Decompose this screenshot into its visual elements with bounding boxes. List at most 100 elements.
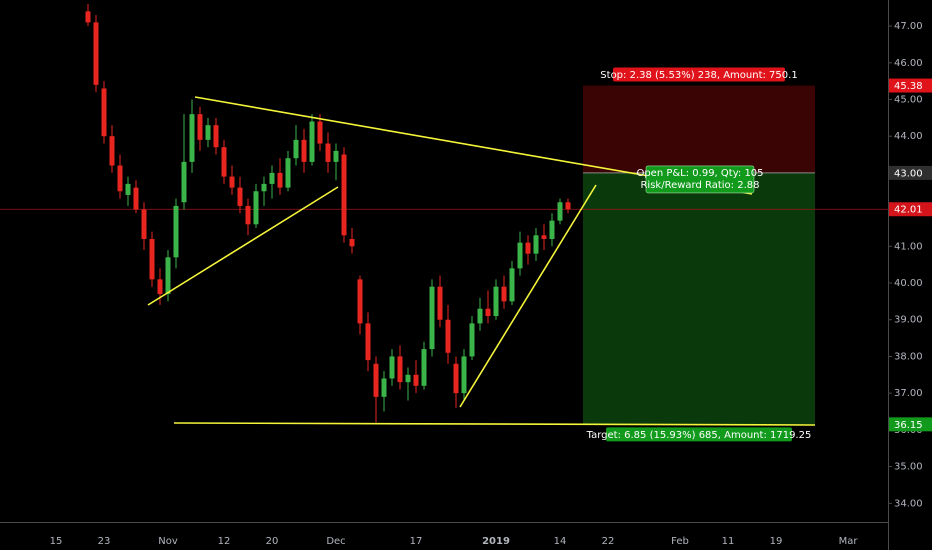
candle-body xyxy=(469,323,475,357)
trend-line xyxy=(173,422,816,426)
x-tick-label: Dec xyxy=(326,536,345,547)
candle-body xyxy=(117,165,123,192)
candle-body xyxy=(333,150,339,162)
candle-body xyxy=(413,374,419,386)
candle-body xyxy=(437,286,443,320)
candle-body xyxy=(477,308,483,324)
y-tick-label: 46.00 xyxy=(894,58,923,69)
candle-body xyxy=(541,235,547,239)
position-tool xyxy=(0,85,888,425)
candle-body xyxy=(221,147,227,177)
last-price-tag-label: 42.01 xyxy=(894,205,923,216)
candle-body xyxy=(309,121,315,162)
candle-body xyxy=(157,279,163,295)
x-tick-label: Nov xyxy=(158,536,178,547)
x-tick-label: 23 xyxy=(98,536,111,547)
candle-body xyxy=(173,205,179,258)
candle-body xyxy=(197,114,203,140)
y-tick-label: 41.00 xyxy=(894,241,923,252)
x-tick-label: 12 xyxy=(218,536,231,547)
candle-body xyxy=(461,356,467,394)
x-tick-label: 19 xyxy=(770,536,783,547)
candle-body xyxy=(485,308,491,317)
target-label-bg xyxy=(606,427,792,442)
candle-body xyxy=(365,323,371,361)
candle-body xyxy=(165,257,171,295)
y-tick-label: 37.00 xyxy=(894,388,923,399)
trend-line xyxy=(459,184,597,408)
candle-body xyxy=(277,172,283,188)
target-tag xyxy=(889,417,932,432)
candle-body xyxy=(405,374,411,383)
x-tick-label: 14 xyxy=(554,536,567,547)
candle-body xyxy=(109,136,115,166)
entry-tag-label: 43.00 xyxy=(894,168,923,179)
x-tick-label: 11 xyxy=(722,536,735,547)
candle-body xyxy=(269,172,275,184)
candle-body xyxy=(293,139,299,159)
candle-body xyxy=(125,183,131,195)
stop-zone xyxy=(583,85,815,173)
candle-body xyxy=(85,11,91,23)
candle-body xyxy=(285,158,291,188)
candle-body xyxy=(453,363,459,394)
candle-body xyxy=(557,202,563,221)
y-tick-label: 40.00 xyxy=(894,278,923,289)
candle-body xyxy=(493,286,499,317)
candle-body xyxy=(133,187,139,210)
x-tick-label: Feb xyxy=(671,536,689,547)
candle-body xyxy=(181,161,187,203)
candle-body xyxy=(189,114,195,162)
candle-body xyxy=(429,286,435,350)
last-price-tag xyxy=(889,202,932,217)
candle-body xyxy=(229,176,235,188)
candle-body xyxy=(565,202,571,210)
pnl-label-bg xyxy=(645,165,755,194)
candles xyxy=(85,4,571,423)
candle-body xyxy=(421,349,427,386)
candle-body xyxy=(349,238,355,247)
candle-body xyxy=(213,125,219,148)
candle-body xyxy=(253,191,259,225)
candle-body xyxy=(381,378,387,397)
candle-body xyxy=(445,319,451,353)
candle-body xyxy=(141,209,147,239)
x-tick-label: Mar xyxy=(839,536,859,547)
candle-body xyxy=(341,154,347,236)
y-tick-label: 34.00 xyxy=(894,498,923,509)
pnl-label: Open P&L: 0.99, Qty: 105 xyxy=(636,168,763,179)
target-zone xyxy=(583,172,815,425)
y-tick-label: 45.00 xyxy=(894,94,923,105)
x-tick-label: 20 xyxy=(266,536,279,547)
y-tick-label: 44.00 xyxy=(894,131,923,142)
y-tick-label: 38.00 xyxy=(894,351,923,362)
candle-body xyxy=(245,205,251,225)
candle-body xyxy=(301,139,307,162)
axes: 34.0035.0036.0037.0038.0039.0040.0041.00… xyxy=(50,21,932,547)
y-tick-label: 35.00 xyxy=(894,462,923,473)
candle-body xyxy=(397,356,403,383)
candle-body xyxy=(517,242,523,269)
x-tick-label: 2019 xyxy=(482,536,510,547)
candle-body xyxy=(509,268,515,302)
x-tick-label: 15 xyxy=(50,536,63,547)
target-tag-label: 36.15 xyxy=(894,420,923,431)
entry-tag xyxy=(889,165,932,180)
candle-body xyxy=(205,125,211,140)
y-tick-label: 39.00 xyxy=(894,315,923,326)
x-tick-label: 17 xyxy=(410,536,423,547)
candle-body xyxy=(525,242,531,254)
stop-label-bg xyxy=(613,67,785,82)
candle-body xyxy=(501,286,507,302)
candle-body xyxy=(533,235,539,254)
candle-body xyxy=(373,363,379,397)
candle-body xyxy=(149,238,155,280)
candle-body xyxy=(237,187,243,206)
candle-body xyxy=(101,88,107,137)
candle-body xyxy=(389,356,395,379)
trend-line xyxy=(147,186,339,306)
stop-tag-label: 45.38 xyxy=(894,81,923,92)
rr-label: Risk/Reward Ratio: 2.88 xyxy=(640,180,759,191)
target-label: Target: 6.85 (15.93%) 685, Amount: 1719.… xyxy=(586,430,812,441)
x-tick-label: 22 xyxy=(602,536,615,547)
